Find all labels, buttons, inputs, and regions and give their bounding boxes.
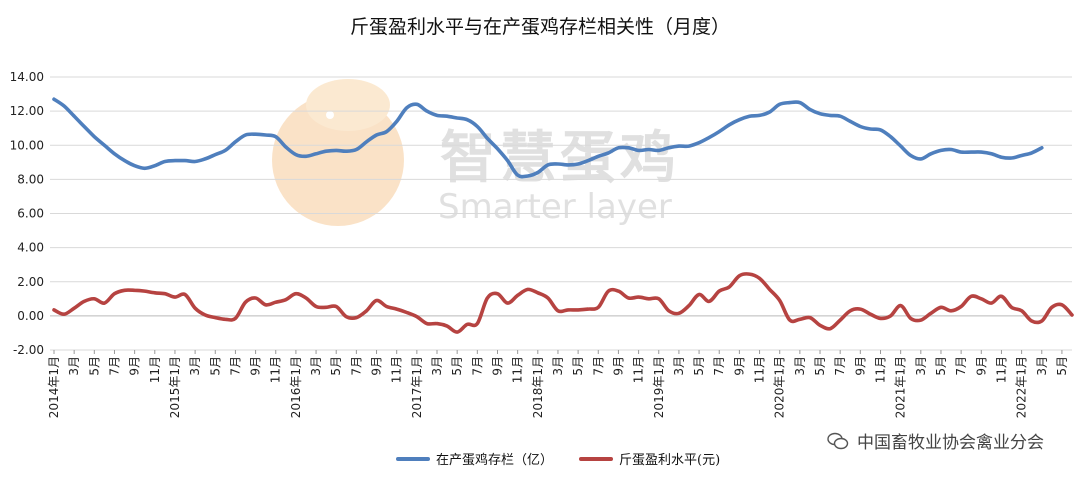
source-label: 中国畜牧业协会禽业分会 [827,428,1044,453]
legend: 在产蛋鸡存栏（亿） 斤蛋盈利水平(元) [396,449,746,468]
x-tick-label: 3月 [793,356,807,376]
legend-label-profit: 斤蛋盈利水平(元) [619,453,721,468]
x-tick-label: 9月 [611,356,625,376]
x-tick-label: 11月 [269,356,283,383]
x-tick-label: 9月 [249,356,263,376]
x-tick-label: 2014年1月 [47,356,61,418]
x-tick-label: 2019年1月 [652,356,666,418]
x-tick-label: 7月 [470,356,484,376]
x-tick-label: 5月 [450,356,464,376]
legend-item-profit: 斤蛋盈利水平(元) [579,449,720,468]
x-tick-label: 11月 [148,356,162,383]
x-tick-label: 9月 [974,356,988,376]
x-tick-label: 5月 [87,356,101,376]
x-tick-label: 5月 [329,356,343,376]
x-tick-label: 11月 [511,356,525,383]
y-tick-label: 8.00 [17,172,44,186]
x-tick-label: 3月 [309,356,323,376]
series-line-1 [52,272,1074,334]
y-tick-label: 6.00 [17,207,44,221]
x-tick-label: 9月 [370,356,384,376]
x-tick-label: 7月 [591,356,605,376]
x-tick-label: 7月 [349,356,363,376]
x-tick-label: 7月 [833,356,847,376]
x-tick-label: 5月 [1055,356,1069,376]
x-tick-label: 3月 [430,356,444,376]
x-tick-label: 3月 [672,356,686,376]
x-tick-label: 2016年1月 [289,356,303,418]
x-tick-label: 11月 [994,356,1008,383]
y-tick-label: 2.00 [17,275,44,289]
x-tick-label: 11月 [390,356,404,383]
wechat-icon [827,432,849,449]
x-tick-label: 2017年1月 [410,356,424,418]
x-tick-label: 3月 [551,356,565,376]
chart-title: 斤蛋盈利水平与在产蛋鸡存栏相关性（月度） [349,16,730,38]
legend-item-inventory: 在产蛋鸡存栏（亿） [396,449,553,468]
x-tick-label: 11月 [632,356,646,383]
x-tick-label: 3月 [67,356,81,376]
y-tick-label: 12.00 [10,104,44,118]
x-tick-label: 9月 [853,356,867,376]
y-tick-label: 14.00 [10,70,44,84]
x-tick-label: 5月 [208,356,222,376]
y-tick-label: 10.00 [10,138,44,152]
x-tick-label: 11月 [873,356,887,383]
source-text: 中国畜牧业协会禽业分会 [857,433,1044,453]
x-tick-label: 5月 [692,356,706,376]
x-tick-label: 11月 [753,356,767,383]
x-tick-label: 3月 [914,356,928,376]
x-tick-label: 3月 [1035,356,1049,376]
x-tick-label: 9月 [128,356,142,376]
x-tick-label: 2018年1月 [531,356,545,418]
x-tick-label: 9月 [490,356,504,376]
legend-swatch-inventory [396,456,430,461]
x-tick-label: 5月 [934,356,948,376]
x-tick-label: 2015年1月 [168,356,182,418]
y-tick-label: 4.00 [17,241,44,255]
legend-swatch-profit [579,456,614,461]
x-tick-label: 7月 [228,356,242,376]
series-line-0 [52,97,1044,179]
legend-label-inventory: 在产蛋鸡存栏（亿） [436,453,554,468]
x-tick-label: 7月 [107,356,121,376]
x-tick-label: 2021年1月 [894,356,908,418]
x-tick-label: 9月 [732,356,746,376]
y-tick-label: -2.00 [13,343,44,357]
x-tick-label: 7月 [712,356,726,376]
x-tick-label: 5月 [813,356,827,376]
x-tick-label: 3月 [188,356,202,376]
x-tick-label: 5月 [571,356,585,376]
x-tick-label: 2020年1月 [773,356,787,418]
x-tick-label: 7月 [954,356,968,376]
y-tick-label: 0.00 [17,309,44,323]
x-tick-label: 2022年1月 [1015,356,1029,418]
